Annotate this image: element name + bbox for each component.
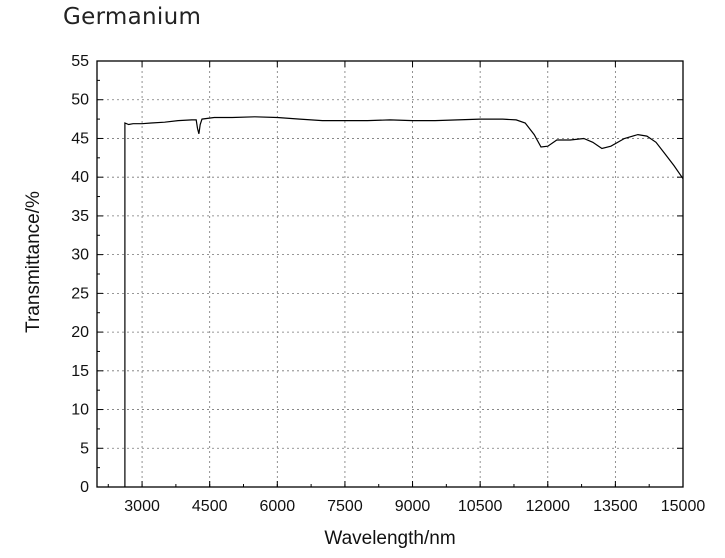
x-tick-label: 6000 xyxy=(260,498,296,515)
axis-ticks xyxy=(97,60,684,488)
x-tick-label: 3000 xyxy=(124,498,160,515)
plot-frame xyxy=(96,60,684,488)
x-tick-label: 15000 xyxy=(661,498,706,515)
x-tick-label: 4500 xyxy=(192,498,228,515)
y-tick-label: 25 xyxy=(71,285,89,302)
x-tick-label: 13500 xyxy=(593,498,638,515)
y-tick-label: 0 xyxy=(80,479,89,496)
chart-title: Germanium xyxy=(63,4,202,30)
grid-lines xyxy=(97,61,683,487)
y-tick-label: 10 xyxy=(71,402,89,419)
y-tick-label: 55 xyxy=(71,53,89,70)
x-tick-label: 9000 xyxy=(395,498,431,515)
y-tick-label: 5 xyxy=(80,440,89,457)
x-tick-label: 7500 xyxy=(327,498,363,515)
y-tick-label: 35 xyxy=(71,208,89,225)
x-tick-labels: 3000 4500 6000 7500 9000 10500 12000 13500 15000 xyxy=(124,498,705,515)
y-tick-label: 20 xyxy=(71,324,89,341)
x-tick-label: 12000 xyxy=(526,498,571,515)
y-tick-label: 30 xyxy=(71,247,89,264)
x-axis-label: Wavelength/nm xyxy=(324,528,455,549)
y-axis-label: Transmittance/% xyxy=(23,191,44,333)
y-tick-label: 50 xyxy=(71,92,89,109)
x-tick-label: 10500 xyxy=(458,498,503,515)
transmittance-line xyxy=(124,116,684,487)
y-tick-label: 15 xyxy=(71,363,89,380)
y-tick-labels: 0 5 10 15 20 25 30 35 40 45 50 55 xyxy=(71,53,89,496)
y-tick-label: 45 xyxy=(71,130,89,147)
y-tick-label: 40 xyxy=(71,169,89,186)
